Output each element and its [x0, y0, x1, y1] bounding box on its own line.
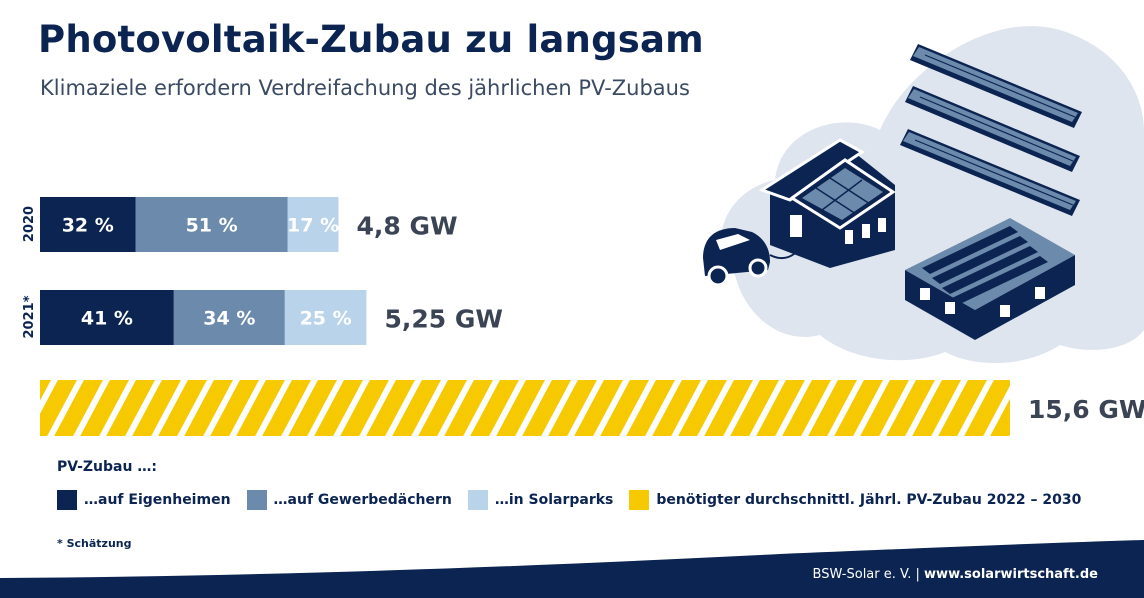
legend-swatch [629, 490, 650, 510]
bar-segment-2021-1 [173, 290, 285, 345]
solar-panel-icon [900, 44, 1082, 216]
bar-benoetigter-zubau [40, 380, 1010, 436]
total-label: 4,8 GW [356, 212, 457, 241]
total-label: 5,25 GW [384, 305, 502, 334]
footer-org: BSW-Solar e. V. [812, 567, 912, 582]
footer-separator: | [915, 567, 920, 582]
electric-car-icon [703, 228, 813, 287]
legend-item-solarparks: …in Solarparks [467, 490, 614, 510]
bar-segment-2020-0 [40, 197, 136, 252]
footer-credit: BSW-Solar e. V. | www.solarwirtschaft.de [813, 567, 1098, 582]
legend-swatch [467, 490, 488, 510]
legend-label: …in Solarparks [494, 492, 614, 508]
footer-band [0, 540, 1144, 598]
legend-item-gewerbedaecher: …auf Gewerbedächern [246, 490, 452, 510]
data-label: 34 % [203, 308, 255, 330]
data-label: 32 % [62, 215, 114, 237]
legend-swatch [57, 490, 77, 510]
footer-url-link[interactable]: www.solarwirtschaft.de [924, 567, 1098, 582]
page-title: Photovoltaik-Zubau zu langsam [38, 18, 704, 61]
data-label: 51 % [186, 215, 238, 237]
data-label: 25 % [300, 308, 352, 330]
legend-label: benötigter durchschnittl. Jährl. PV-Zuba… [656, 492, 1082, 508]
house-icon [758, 138, 896, 268]
legend-swatch [246, 490, 267, 510]
bar-segment-2021-2 [284, 290, 367, 345]
commercial-roof-icon [905, 218, 1075, 340]
row-label-2020: 2020 [22, 206, 37, 242]
data-label: 17 % [287, 215, 339, 237]
legend-label: …auf Gewerbedächern [273, 492, 452, 508]
legend-title: PV-Zubau …: [57, 459, 157, 475]
legend-item-eigenheime: …auf Eigenheimen [57, 490, 231, 510]
illustration [703, 26, 1144, 364]
page-subtitle: Klimaziele erfordern Verdreifachung des … [40, 76, 690, 100]
legend-item-benoetigt: benötigter durchschnittl. Jährl. PV-Zuba… [629, 490, 1081, 510]
legend-label: …auf Eigenheimen [84, 492, 231, 508]
legend: …auf Eigenheimen …auf Gewerbedächern …in… [57, 490, 1097, 510]
footnote: * Schätzung [57, 537, 132, 550]
row-label-2021: 2021* [22, 295, 37, 338]
bar-segment-2021-0 [40, 290, 174, 345]
data-label: 41 % [81, 308, 133, 330]
total-label: 15,6 GW [1028, 395, 1144, 424]
bar-segment-2020-2 [287, 197, 339, 252]
bar-segment-2020-1 [135, 197, 288, 252]
